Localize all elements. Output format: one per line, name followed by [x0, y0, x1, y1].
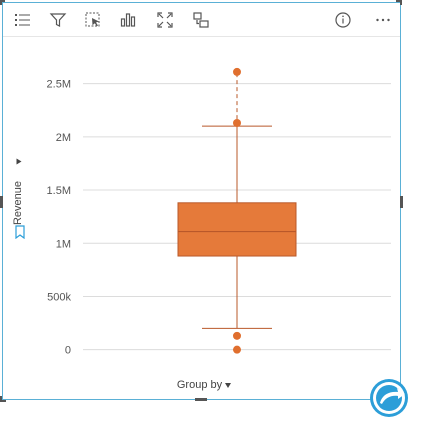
filter-icon[interactable] [48, 10, 68, 30]
resize-handle[interactable] [0, 0, 2, 5]
legend-list-icon[interactable] [13, 10, 33, 30]
outlier-point [233, 118, 241, 127]
card-toolbar [3, 3, 400, 37]
maximize-icon[interactable] [155, 10, 175, 30]
group-by-button[interactable]: Group by [3, 379, 405, 391]
visualization-type-icon[interactable] [118, 10, 138, 30]
box-plot: 0 500k 1M 1.5M 2M 2.5M [47, 67, 391, 357]
resize-handle[interactable] [396, 0, 402, 2]
flip-action-icon[interactable] [368, 375, 412, 419]
y-tick-label: 2.5M [47, 79, 71, 91]
resize-handle[interactable] [400, 0, 402, 5]
iqr-box [177, 202, 297, 257]
chevron-down-icon [225, 382, 232, 388]
y-tick-label: 2M [56, 132, 71, 144]
flip-card-icon[interactable] [191, 10, 211, 30]
resize-handle[interactable] [0, 400, 6, 402]
more-options-icon[interactable] [373, 10, 393, 30]
resize-handle[interactable] [0, 0, 5, 2]
resize-handle[interactable] [400, 196, 403, 208]
bookmark-icon[interactable] [14, 225, 26, 239]
y-tick-label: 0 [65, 345, 71, 357]
x-axis-title: Group by [176, 379, 223, 391]
selection-icon[interactable] [83, 10, 103, 30]
outlier-point [233, 345, 241, 354]
y-tick-label: 1.5M [47, 185, 71, 197]
outlier-point [233, 331, 241, 340]
resize-handle[interactable] [0, 396, 2, 402]
resize-handle[interactable] [195, 398, 207, 401]
outlier-point [233, 67, 241, 76]
y-tick-label: 1M [56, 238, 71, 250]
info-icon[interactable] [333, 10, 353, 30]
y-tick-label: 500k [47, 291, 71, 303]
chart-card: Revenue 0 500k 1M 1.5M 2M 2.5M Group by [2, 2, 401, 400]
resize-handle[interactable] [0, 196, 3, 208]
